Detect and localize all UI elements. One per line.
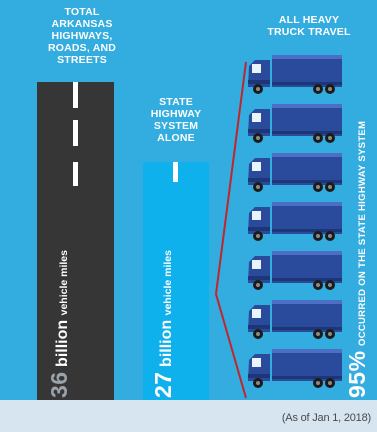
state-highway-title: STATE HIGHWAY SYSTEM ALONE <box>138 96 214 144</box>
truck-stack <box>246 52 342 400</box>
road-lane-marking <box>73 162 78 186</box>
road-lane-marking <box>73 120 78 146</box>
total-highways-road <box>37 82 114 400</box>
title-line: ALONE <box>157 132 195 144</box>
truck-share-label: OCCURRED ON THE STATE HIGHWAY SYSTEM <box>357 120 368 346</box>
semi-truck-icon <box>246 152 342 194</box>
title-line: ROADS, AND <box>47 42 117 54</box>
heavy-truck-share-label: 95% OCCURRED ON THE STATE HIGHWAY SYSTEM <box>344 121 371 398</box>
road-lane-marking <box>173 162 178 182</box>
footnote: (As of Jan 1, 2018) <box>281 412 371 424</box>
connector-line <box>214 61 247 399</box>
footer: (As of Jan 1, 2018) <box>0 400 377 432</box>
heavy-truck-title: ALL HEAVY TRUCK TRAVEL <box>250 14 368 38</box>
title-line: ARKANSAS <box>51 18 113 30</box>
semi-truck-icon <box>246 250 342 292</box>
title-line: SYSTEM <box>153 120 199 132</box>
semi-truck-icon <box>246 103 342 145</box>
title-line: STATE <box>159 96 193 108</box>
semi-truck-icon <box>246 348 342 390</box>
semi-truck-icon <box>246 54 342 96</box>
title-line: TRUCK TRAVEL <box>267 26 351 38</box>
truck-share-value: 95% <box>344 350 370 398</box>
title-line: HIGHWAY <box>150 108 202 120</box>
connector-lines <box>214 61 247 399</box>
title-line: STREETS <box>57 54 107 66</box>
title-line: TOTAL <box>64 6 100 18</box>
title-line: HIGHWAYS, <box>51 30 113 42</box>
road-lane-marking <box>73 82 78 108</box>
semi-truck-icon <box>246 201 342 243</box>
semi-truck-icon <box>246 299 342 341</box>
title-line: ALL HEAVY <box>278 14 340 26</box>
total-highways-title: TOTAL ARKANSAS HIGHWAYS, ROADS, AND STRE… <box>30 6 134 66</box>
state-highway-road <box>143 162 209 400</box>
